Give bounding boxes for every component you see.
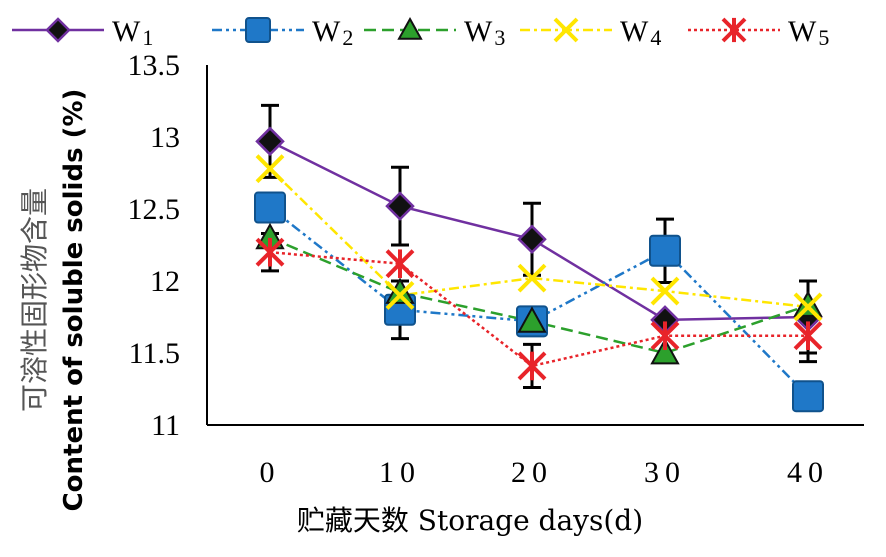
y-tick-label: 13 [150,121,180,154]
legend-marker [45,17,71,43]
x-axis-label: 贮藏天数 Storage days(d) [297,504,643,537]
legend-label: W4 [620,15,661,50]
tick-labels: 11 11.5 12 12.5 13 13.5 0 10 20 30 40 [128,49,829,489]
data-point-w5 [793,321,823,351]
data-point-w3 [517,306,547,333]
series-line-w4 [269,167,809,309]
y-axis-label: 可溶性固形物含量 Content of soluble solids (%) [18,89,89,512]
data-point-w4 [255,154,285,184]
data-point-w4 [650,276,680,306]
legend-marker [397,16,423,40]
x-tick-label: 40 [787,456,829,489]
data-point-w4 [385,280,415,310]
series-line-w5 [269,250,808,368]
data-point-w1 [385,191,415,221]
y-tick-label: 12 [150,265,180,298]
legend-item-w5: W5 [688,15,829,50]
data-point-w5 [650,321,680,351]
y-tick-label: 13.5 [128,49,181,82]
data-point-w1 [255,126,285,157]
data-point-w2 [649,234,681,267]
legend-item-w3: W3 [364,15,505,50]
legend-label: W2 [312,15,353,50]
x-tick-label: 20 [511,456,553,489]
data-point-w1 [517,224,547,255]
series-markers [254,126,824,413]
x-tick-label: 30 [644,456,686,489]
legend-item-w1: W1 [12,15,153,50]
legend-label: W1 [112,15,153,50]
data-point-w2 [792,380,824,413]
y-axis-label-en: Content of soluble solids (%) [59,89,89,512]
data-point-w2 [254,191,286,224]
data-point-w5 [385,249,415,279]
legend-item-w4: W4 [520,15,661,50]
data-point-w5 [255,237,285,267]
legend-marker [721,17,747,43]
legend-label: W3 [464,15,505,50]
data-point-w4 [517,263,547,293]
legend-label: W5 [788,15,829,50]
x-tick-label: 0 [260,456,281,489]
chart-axes [206,65,864,426]
data-point-w3 [650,337,680,365]
legend-marker [245,17,271,43]
y-tick-label: 12.5 [128,193,181,226]
y-axis-label-cn: 可溶性固形物含量 [18,188,51,412]
x-tick-label: 10 [379,456,421,489]
y-tick-label: 11.5 [129,337,180,370]
y-tick-label: 11 [151,409,180,442]
legend-item-w2: W2 [212,15,353,50]
chart-legend: W1 W2 W3 W4 W5 [12,15,829,50]
series-line-w1 [269,140,809,322]
data-point-w4 [793,292,823,322]
data-point-w5 [517,351,547,381]
legend-marker [553,17,579,43]
data-point-w3 [385,277,415,304]
